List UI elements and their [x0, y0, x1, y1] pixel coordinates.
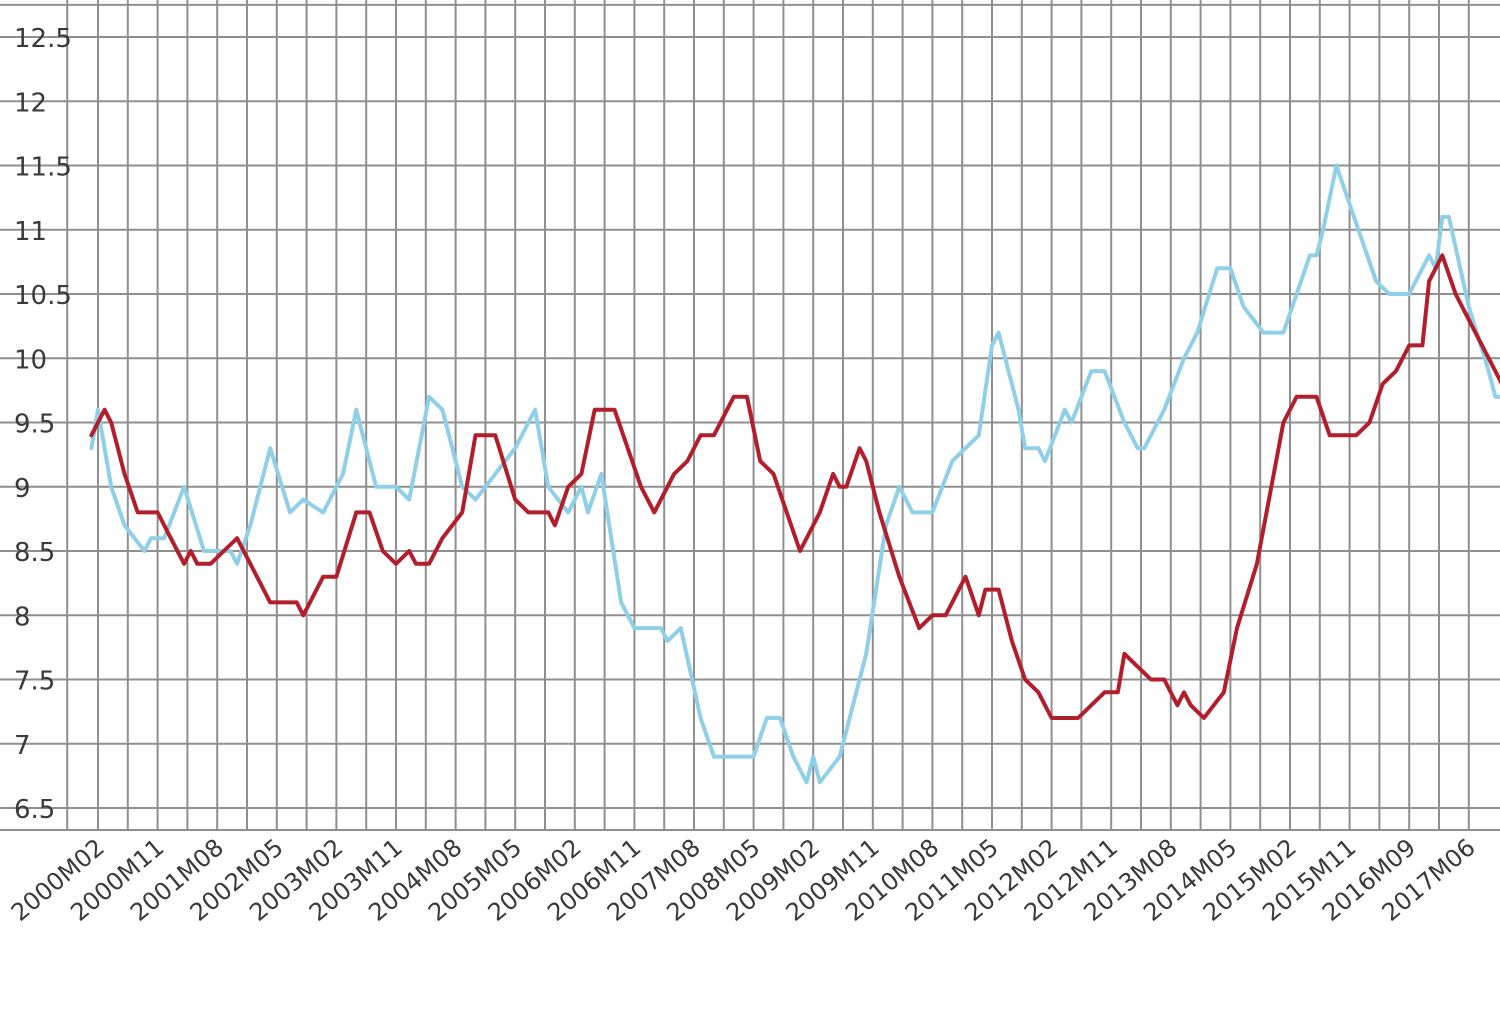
y-tick-label: 12.5	[14, 24, 72, 54]
y-tick-label: 9.5	[14, 410, 55, 440]
series-line-1	[89, 163, 1500, 785]
series-lines	[89, 163, 1500, 785]
y-tick-label: 8.5	[14, 538, 55, 568]
y-tick-label: 7	[14, 731, 31, 761]
y-tick-label: 8	[14, 602, 31, 632]
vertical-gridlines	[66, 0, 1470, 830]
y-tick-label: 10.5	[14, 281, 72, 311]
y-tick-label: 7.5	[14, 667, 55, 697]
x-axis-tick-labels: 2000M022000M112001M082002M052003M022003M…	[6, 833, 1481, 927]
y-tick-label: 11.5	[14, 153, 72, 183]
y-tick-label: 10	[14, 345, 47, 375]
y-tick-label: 12	[14, 88, 47, 118]
y-tick-label: 11	[14, 217, 47, 247]
y-tick-label: 9	[14, 474, 31, 504]
horizontal-gridlines	[0, 3, 1500, 831]
series-line-2	[89, 253, 1500, 720]
y-axis-tick-labels: 6.5 7 7.5 8 8.5 9 9.5 10 10.5 11 11.5 12 12.5	[14, 24, 72, 825]
y-tick-label: 6.5	[14, 795, 55, 825]
